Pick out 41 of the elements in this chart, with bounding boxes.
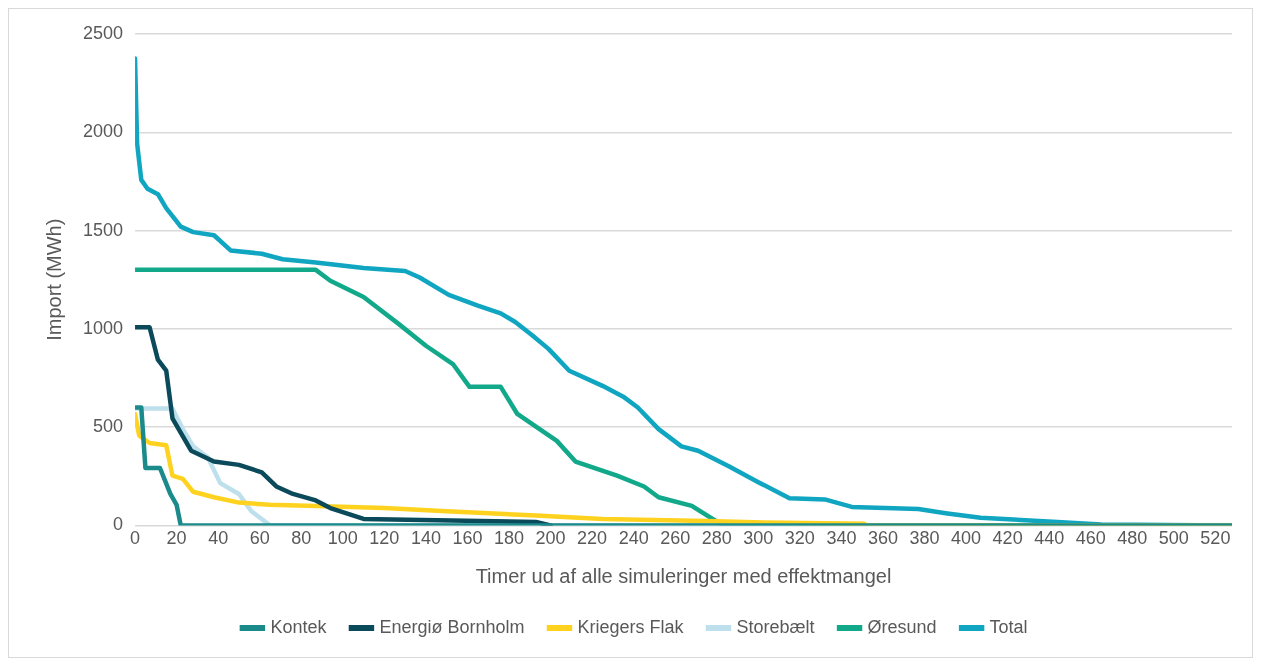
x-tick-label: 220 — [577, 528, 608, 549]
y-tick-label: 2500 — [83, 22, 124, 43]
legend-label: Storebælt — [736, 616, 815, 637]
x-tick-label: 300 — [743, 528, 774, 549]
x-tick-label: 260 — [660, 528, 691, 549]
x-tick-label: 460 — [1075, 528, 1106, 549]
y-tick-label: 0 — [113, 514, 124, 535]
x-tick-label: 160 — [452, 528, 483, 549]
x-tick-label: 80 — [291, 528, 312, 549]
x-tick-label: 120 — [369, 528, 400, 549]
y-axis-title: Import (MWh) — [42, 218, 65, 341]
legend-label: Energiø Bornholm — [379, 616, 525, 637]
legend-label: Kontek — [270, 616, 328, 637]
x-tick-label: 200 — [535, 528, 566, 549]
x-tick-label: 20 — [166, 528, 187, 549]
x-tick-label: 40 — [208, 528, 229, 549]
x-tick-label: 420 — [992, 528, 1023, 549]
y-tick-label: 500 — [93, 416, 124, 437]
x-tick-label: 380 — [909, 528, 940, 549]
y-tick-label: 1500 — [83, 219, 124, 240]
x-tick-label: 320 — [784, 528, 815, 549]
legend-label: Øresund — [867, 616, 937, 637]
y-tick-label: 2000 — [83, 121, 124, 142]
x-tick-label: 480 — [1117, 528, 1148, 549]
x-axis-title: Timer ud af alle simuleringer med effektmangel — [475, 564, 892, 587]
x-tick-label: 60 — [249, 528, 270, 549]
x-tick-label: 100 — [327, 528, 358, 549]
x-tick-label: 520 — [1200, 528, 1231, 549]
x-tick-label: 240 — [618, 528, 649, 549]
x-tick-label: 360 — [867, 528, 898, 549]
legend-label: Kriegers Flak — [577, 616, 685, 637]
y-tick-label: 1000 — [83, 317, 124, 338]
x-tick-label: 0 — [130, 528, 141, 549]
x-tick-label: 400 — [951, 528, 982, 549]
x-tick-label: 140 — [410, 528, 441, 549]
x-tick-label: 340 — [826, 528, 857, 549]
x-tick-label: 440 — [1034, 528, 1065, 549]
x-tick-label: 180 — [493, 528, 525, 549]
x-tick-label: 280 — [701, 528, 732, 549]
legend-label: Total — [989, 616, 1028, 637]
x-tick-label: 500 — [1158, 528, 1189, 549]
